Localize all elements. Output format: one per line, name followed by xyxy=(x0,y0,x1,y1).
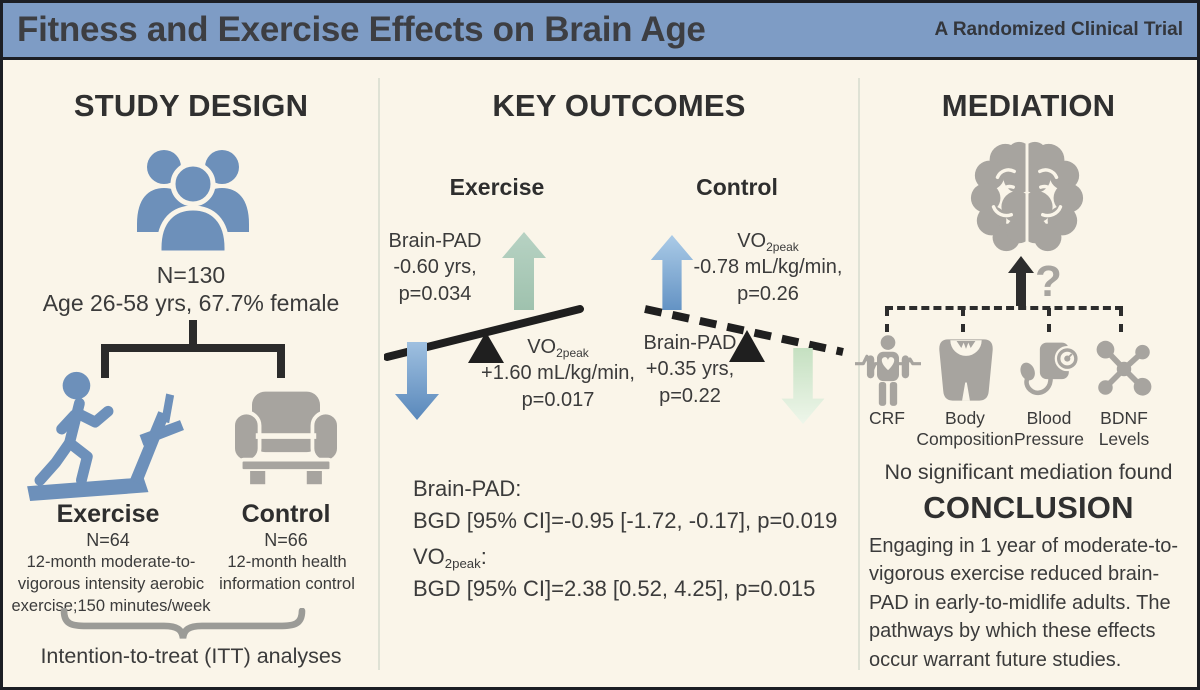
green-faded-down-arrow-icon xyxy=(781,348,825,424)
content-panel: STUDY DESIGN N=130 Age 2 xyxy=(3,60,1197,687)
blue-down-arrow-icon xyxy=(395,342,439,420)
column-divider-right xyxy=(858,78,860,670)
group-exercise-label: Exercise xyxy=(56,500,160,528)
tree-crossbar xyxy=(101,344,285,352)
between-group-stats: Brain-PAD: BGD [95% CI]=-0.95 [-1.72, -0… xyxy=(413,478,857,610)
tree-drop-left xyxy=(101,344,109,378)
blood-pressure-monitor-icon xyxy=(1017,334,1081,406)
brain-pad-stats-result: BGD [95% CI]=-0.95 [-1.72, -0.17], p=0.0… xyxy=(413,508,838,533)
group-control-description: 12-month health information control xyxy=(219,553,355,593)
mediator-crf-label: CRF xyxy=(869,408,905,428)
mediator-body-composition-label: Body Composition xyxy=(916,408,1014,450)
blue-up-arrow-icon xyxy=(650,235,694,310)
analysis-note: Intention-to-treat (ITT) analyses xyxy=(40,644,342,668)
brain-icon xyxy=(966,136,1088,258)
treadmill-runner-icon xyxy=(25,360,193,504)
people-group-icon xyxy=(133,142,253,256)
brain-pad-stats-label: Brain-PAD: xyxy=(413,476,522,501)
vo2peak-stats-label: VO2peak: xyxy=(413,544,487,571)
mediation-dash-drop-2 xyxy=(961,308,965,332)
question-mark: ? xyxy=(1035,257,1062,306)
curly-brace-icon xyxy=(55,608,311,642)
weight-scale-icon xyxy=(937,332,995,408)
column-divider-left xyxy=(378,78,380,670)
page-title: Fitness and Exercise Effects on Brain Ag… xyxy=(17,10,706,49)
mediation-dashed-crossbar xyxy=(885,306,1123,310)
heart-rate-person-icon xyxy=(855,334,921,408)
control-subheading: Control xyxy=(696,174,778,200)
title-bar: Fitness and Exercise Effects on Brain Ag… xyxy=(3,3,1197,57)
exercise-vo2peak-metric: VO2peak +1.60 mL/kg/min, p=0.017 xyxy=(481,336,635,411)
control-vo2peak-metric: VO2peak -0.78 mL/kg/min, p=0.26 xyxy=(693,230,843,305)
green-up-arrow-icon xyxy=(502,232,546,310)
mediation-heading: MEDIATION xyxy=(941,88,1116,123)
vo2peak-stats-result: BGD [95% CI]=2.38 [0.52, 4.25], p=0.015 xyxy=(413,576,816,601)
header-subtitle: A Randomized Clinical Trial xyxy=(934,19,1183,40)
exercise-brain-pad-metric: Brain-PAD -0.60 yrs, p=0.034 xyxy=(388,230,482,305)
conclusion-heading: CONCLUSION xyxy=(923,490,1134,525)
tree-drop-right xyxy=(277,344,285,378)
molecule-icon xyxy=(1095,334,1153,404)
mediation-dash-drop-1 xyxy=(885,308,889,332)
group-control-label: Control xyxy=(241,500,331,528)
mediation-dash-drop-4 xyxy=(1119,308,1123,332)
control-brain-pad-metric: Brain-PAD +0.35 yrs, p=0.22 xyxy=(643,332,737,407)
mediator-blood-pressure-label: Blood Pressure xyxy=(1013,408,1085,450)
key-outcomes-heading: KEY OUTCOMES xyxy=(492,88,746,123)
control-seesaw xyxy=(641,300,847,366)
group-exercise-n: N=64 xyxy=(86,530,130,550)
sample-size: N=130 xyxy=(156,262,226,288)
demographics: Age 26-58 yrs, 67.7% female xyxy=(42,290,340,316)
exercise-subheading: Exercise xyxy=(449,174,545,200)
armchair-icon xyxy=(229,386,343,488)
group-control-n: N=66 xyxy=(264,530,308,550)
mediation-up-arrow-icon xyxy=(1008,256,1034,306)
mediator-bdnf-label: BDNF Levels xyxy=(1098,408,1150,450)
mediation-finding: No significant mediation found xyxy=(884,460,1173,484)
study-design-heading: STUDY DESIGN xyxy=(73,88,309,123)
conclusion-text: Engaging in 1 year of moderate-to-vigoro… xyxy=(869,535,1179,671)
mediation-dash-drop-3 xyxy=(1047,308,1051,332)
tree-stem xyxy=(189,320,197,346)
